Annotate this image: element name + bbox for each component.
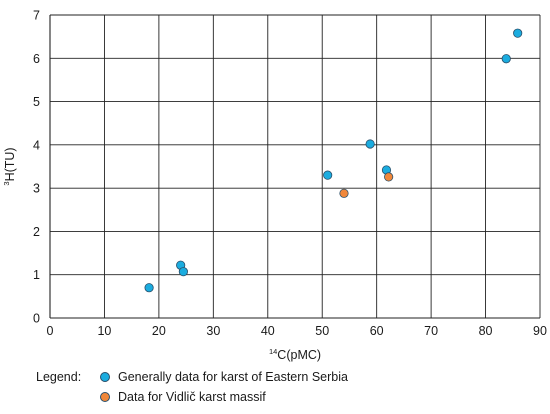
data-point-eastern-serbia xyxy=(365,139,375,149)
legend-label-eastern-serbia: Generally data for karst of Eastern Serb… xyxy=(118,370,348,384)
data-point-eastern-serbia xyxy=(144,283,154,293)
data-point-eastern-serbia xyxy=(513,28,523,38)
legend-title: Legend: xyxy=(36,370,82,384)
axes xyxy=(49,15,540,319)
x-tick-label: 80 xyxy=(479,324,493,338)
x-tick-label: 50 xyxy=(315,324,329,338)
x-tick-label: 70 xyxy=(424,324,438,338)
y-tick-labels: 0 1 2 3 4 5 6 7 xyxy=(33,9,40,326)
legend-item-vidlic: Data for Vidlič karst massif xyxy=(100,390,266,404)
data-point-eastern-serbia xyxy=(501,54,511,64)
y-tick-label: 3 xyxy=(33,182,40,196)
x-tick-label: 10 xyxy=(97,324,111,338)
y-axis-label-superscript: 3 xyxy=(2,181,11,185)
legend-label-vidlic: Data for Vidlič karst massif xyxy=(118,390,266,404)
x-axis-label-main: C(pMC) xyxy=(277,348,321,362)
data-point-vidlic xyxy=(384,172,394,182)
x-tick-labels: 0 10 20 30 40 50 60 70 80 90 xyxy=(47,324,547,338)
legend-marker-vidlic xyxy=(100,392,110,402)
x-tick-label: 40 xyxy=(261,324,275,338)
y-tick-label: 0 xyxy=(33,312,40,326)
legend-item-eastern-serbia: Generally data for karst of Eastern Serb… xyxy=(100,370,348,384)
y-tick-label: 2 xyxy=(33,225,40,239)
y-tick-label: 6 xyxy=(33,52,40,66)
y-axis-label: 3H(TU) xyxy=(2,147,17,185)
data-point-eastern-serbia xyxy=(323,170,333,180)
y-axis-label-main: H(TU) xyxy=(3,147,17,181)
data-points xyxy=(144,28,523,293)
y-tick-label: 4 xyxy=(33,138,40,152)
grid xyxy=(50,14,541,318)
x-tick-label: 60 xyxy=(370,324,384,338)
x-axis-label: 14C(pMC) xyxy=(269,347,321,362)
y-tick-label: 7 xyxy=(33,9,40,23)
data-point-vidlic xyxy=(339,188,349,198)
x-tick-label: 0 xyxy=(47,324,54,338)
y-tick-label: 1 xyxy=(33,268,40,282)
x-tick-label: 90 xyxy=(533,324,547,338)
x-tick-label: 30 xyxy=(206,324,220,338)
x-tick-label: 20 xyxy=(152,324,166,338)
y-tick-label: 5 xyxy=(33,95,40,109)
legend-marker-eastern-serbia xyxy=(100,372,110,382)
data-point-eastern-serbia xyxy=(178,267,188,277)
x-axis-label-superscript: 14 xyxy=(269,347,277,356)
